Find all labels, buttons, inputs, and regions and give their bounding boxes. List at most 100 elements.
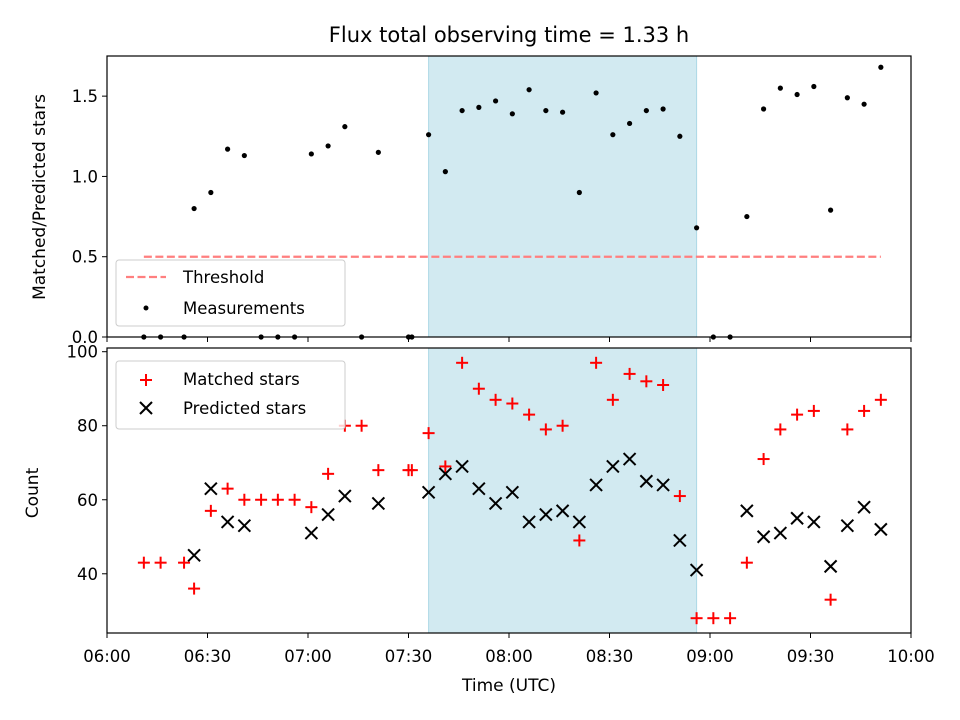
predicted-star-marker xyxy=(455,459,469,474)
measurement-point xyxy=(191,205,197,212)
predicted-star-stroke xyxy=(371,496,386,511)
predicted-star-stroke xyxy=(606,459,620,474)
x-tick-label: 09:30 xyxy=(787,647,835,666)
predicted-star-stroke xyxy=(656,478,670,492)
measurement-point xyxy=(442,169,448,175)
x-tick-label: 07:30 xyxy=(385,647,433,666)
predicted-star-stroke xyxy=(338,489,352,503)
predicted-star-marker xyxy=(488,496,503,511)
predicted-star-stroke xyxy=(773,526,788,540)
matched-star-marker xyxy=(841,423,854,436)
legend-measurements-swatch xyxy=(143,305,149,311)
predicted-star-marker xyxy=(338,489,352,503)
bottom-shaded-region xyxy=(428,347,698,634)
predicted-star-marker xyxy=(639,474,654,488)
measurement-point xyxy=(526,87,532,93)
measurement-point xyxy=(560,109,566,115)
matched-star-marker xyxy=(221,482,234,495)
matched-star-marker xyxy=(506,397,519,410)
bottom-panel: 40 60 80 100 06:00 06:30 07:00 07:30 08:00 08:30 0… xyxy=(67,343,935,666)
matched-star-marker xyxy=(456,356,469,369)
measurement-point xyxy=(761,106,767,112)
x-tick-label: 09:00 xyxy=(686,647,734,666)
predicted-star-marker xyxy=(689,563,704,577)
predicted-star-marker xyxy=(438,467,453,481)
predicted-star-stroke xyxy=(237,518,252,533)
measurement-point xyxy=(509,111,515,117)
matched-star-marker xyxy=(573,534,586,547)
bottom-y-tick-label: 80 xyxy=(77,417,98,436)
legend-threshold-label: Threshold xyxy=(182,268,264,287)
predicted-star-marker xyxy=(589,478,603,492)
predicted-star-marker xyxy=(840,518,855,533)
predicted-star-marker xyxy=(874,522,888,537)
x-tick-label: 08:00 xyxy=(485,647,533,666)
top-y-tick-label: 0.5 xyxy=(72,248,98,267)
measurement-point xyxy=(342,124,348,130)
measurement-point xyxy=(811,83,817,90)
top-legend-box xyxy=(115,259,346,327)
predicted-star-stroke xyxy=(740,504,754,518)
x-axis-label: Time (UTC) xyxy=(461,676,556,696)
measurement-point xyxy=(208,189,214,196)
predicted-star-marker xyxy=(572,515,587,529)
matched-star-marker xyxy=(590,356,603,369)
matched-star-marker xyxy=(824,593,837,606)
predicted-star-marker xyxy=(773,526,788,540)
matched-star-marker xyxy=(439,460,452,473)
x-tick-label: 06:30 xyxy=(184,647,232,666)
top-y-tick-label: 1.5 xyxy=(72,87,98,106)
measurement-point xyxy=(426,132,432,138)
measurement-point xyxy=(643,107,649,114)
bottom-y-axis-label: Count xyxy=(23,467,43,518)
matched-star-marker xyxy=(405,464,418,477)
predicted-star-stroke xyxy=(539,507,553,522)
predicted-star-marker xyxy=(756,530,771,544)
measurement-point xyxy=(744,213,750,220)
predicted-star-marker xyxy=(204,481,218,496)
predicted-star-marker xyxy=(237,518,252,533)
bottom-y-tick-label: 40 xyxy=(77,565,98,584)
measurement-point xyxy=(828,207,834,213)
measurement-point xyxy=(543,107,549,114)
predicted-star-marker xyxy=(790,511,804,525)
predicted-star-stroke xyxy=(187,548,201,562)
matched-star-marker xyxy=(858,404,871,417)
measurement-point xyxy=(459,107,465,114)
measurement-point xyxy=(308,151,314,157)
predicted-star-marker xyxy=(371,496,386,511)
measurement-point xyxy=(794,91,800,98)
predicted-star-stroke xyxy=(689,563,704,577)
matched-star-marker xyxy=(472,382,485,395)
matched-star-marker xyxy=(606,393,619,406)
legend-matched-swatch xyxy=(140,374,152,386)
legend-measurements-label: Measurements xyxy=(183,299,305,318)
predicted-star-marker xyxy=(555,504,570,518)
matched-star-marker xyxy=(724,612,737,625)
predicted-star-stroke xyxy=(220,515,235,529)
matched-star-marker xyxy=(707,612,720,625)
legend-predicted-label: Predicted stars xyxy=(183,399,306,418)
measurement-point xyxy=(576,189,582,196)
matched-star-marker xyxy=(556,419,569,432)
predicted-star-stroke xyxy=(589,478,603,492)
predicted-star-stroke xyxy=(455,459,469,474)
matched-star-marker xyxy=(657,379,670,392)
bottom-y-tick-label: 60 xyxy=(77,491,98,510)
matched-star-marker xyxy=(288,493,301,506)
matched-star-marker xyxy=(740,556,753,569)
predicted-star-stroke xyxy=(840,518,855,533)
predicted-star-marker xyxy=(522,515,536,529)
matched-star-marker xyxy=(774,423,787,436)
predicted-star-marker xyxy=(505,485,520,500)
bottom-legend-box xyxy=(115,360,346,430)
bottom-legend: Matched stars Predicted stars xyxy=(115,360,346,430)
predicted-star-marker xyxy=(656,478,670,492)
matched-star-marker xyxy=(539,423,552,436)
matched-star-marker xyxy=(757,453,770,466)
matched-star-marker xyxy=(489,393,502,406)
predicted-star-stroke xyxy=(639,474,654,488)
legend-matched-label: Matched stars xyxy=(183,370,300,389)
measurement-point xyxy=(878,64,884,70)
